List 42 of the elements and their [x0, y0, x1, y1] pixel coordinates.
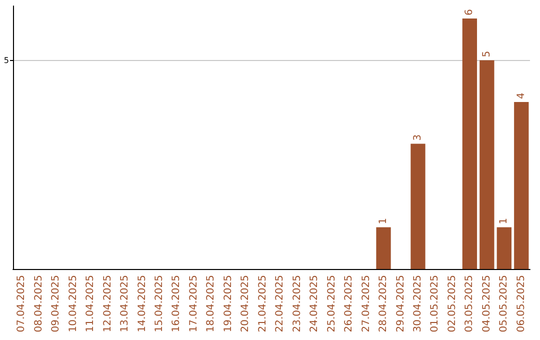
x-tick-label: 02.05.2025: [446, 275, 458, 332]
data-label: 1: [498, 218, 510, 224]
data-label: 6: [464, 9, 476, 16]
x-tick-label: 09.04.2025: [50, 275, 62, 332]
x-tick-label: 01.05.2025: [430, 275, 441, 332]
x-tick-label: 11.04.2025: [85, 275, 96, 332]
x-tick-label: 08.04.2025: [33, 275, 44, 332]
x-tick-label: 19.04.2025: [222, 275, 234, 332]
bar: [496, 227, 512, 269]
x-tick-label: 17.04.2025: [188, 275, 200, 332]
x-tick-label: 03.05.2025: [464, 275, 476, 332]
x-tick-label: 27.04.2025: [360, 275, 372, 332]
data-label: 3: [412, 134, 424, 141]
x-tick-label: 20.04.2025: [240, 275, 252, 332]
x-tick-label: 10.04.2025: [68, 275, 79, 332]
x-tick-label: 30.04.2025: [412, 275, 424, 332]
x-tick-label: 14.04.2025: [136, 275, 148, 332]
x-tick-label: 15.04.2025: [154, 275, 165, 332]
data-label: 5: [481, 50, 492, 58]
bar: [376, 227, 391, 269]
x-tick-label: 26.04.2025: [344, 275, 355, 332]
x-tick-label: 18.04.2025: [206, 275, 217, 332]
data-label: 1: [378, 218, 390, 224]
bar: [514, 102, 529, 269]
x-tick-label: 07.04.2025: [16, 275, 28, 332]
x-tick-label: 04.05.2025: [481, 275, 492, 332]
data-label: 4: [516, 92, 527, 100]
x-tick-label: 21.04.2025: [257, 275, 268, 332]
x-tick-label: 29.04.2025: [395, 275, 406, 332]
bar: [462, 18, 478, 269]
x-tick-label: 05.05.2025: [498, 275, 510, 332]
x-tick-label: 16.04.2025: [171, 275, 182, 332]
x-tick-label: 25.04.2025: [326, 275, 338, 332]
x-tick-label: 22.04.2025: [274, 275, 286, 332]
bar: [480, 60, 494, 269]
x-tick-label: 28.04.2025: [378, 275, 390, 332]
x-tick-label: 06.05.2025: [516, 275, 527, 332]
x-tick-label: 23.04.2025: [292, 275, 303, 332]
x-tick-label: 13.04.2025: [120, 275, 131, 332]
bar: [410, 144, 426, 269]
x-tick-label: 24.04.2025: [309, 275, 320, 332]
x-tick-label: 12.04.2025: [102, 275, 114, 332]
